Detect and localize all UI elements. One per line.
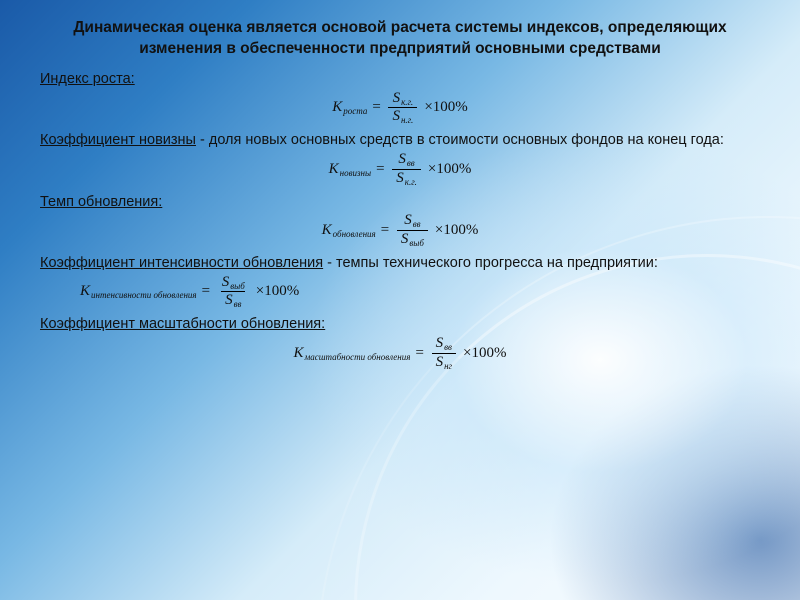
slide-title: Динамическая оценка является основой рас… (40, 18, 760, 60)
intensity-rest: - темпы технического прогресса на предпр… (323, 255, 658, 271)
scale-label: Коэффициент масштабности обновления: (40, 315, 760, 334)
novelty-underline: Коэффициент новизны (40, 132, 196, 148)
growth-label-text: Индекс роста: (40, 71, 135, 87)
renewal-rate-label: Темп обновления: (40, 193, 760, 212)
scale-label-text: Коэффициент масштабности обновления: (40, 316, 325, 332)
slide: Динамическая оценка является основой рас… (0, 0, 800, 600)
intensity-underline: Коэффициент интенсивности обновления (40, 255, 323, 271)
novelty-text: Коэффициент новизны - доля новых основны… (40, 131, 760, 150)
intensity-text: Коэффициент интенсивности обновления - т… (40, 254, 760, 273)
scale-formula: Kмасштабности обновления = Sвв Sнг ×100% (40, 336, 760, 371)
growth-formula: Kроста = Sк.г. Sн.г. ×100% (40, 91, 760, 126)
content: Динамическая оценка является основой рас… (40, 18, 760, 371)
renewal-rate-text: Темп обновления: (40, 194, 162, 210)
growth-label: Индекс роста: (40, 70, 760, 89)
novelty-rest: - доля новых основных средств в стоимост… (196, 132, 724, 148)
novelty-formula: Kновизны = Sвв Sк.г. ×100% (40, 152, 760, 187)
renewal-rate-formula: Kобновления = Sвв Sвыб ×100% (40, 213, 760, 248)
intensity-formula: Kинтенсивности обновления = Sвыб Sвв ×10… (40, 275, 760, 310)
